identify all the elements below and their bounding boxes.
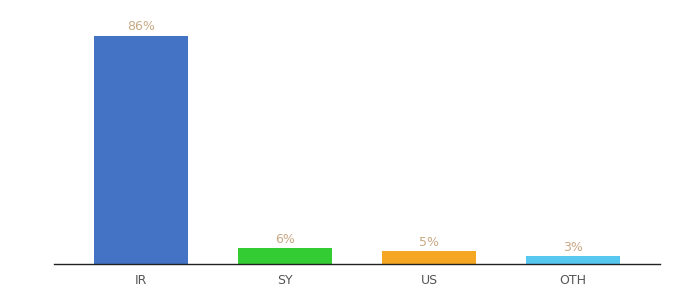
Text: 5%: 5% [419,236,439,249]
Bar [382,251,476,264]
Text: 6%: 6% [275,233,295,246]
Text: 3%: 3% [563,241,583,254]
Text: 86%: 86% [127,20,155,33]
Bar [94,36,188,264]
Bar [238,248,332,264]
Bar [526,256,620,264]
